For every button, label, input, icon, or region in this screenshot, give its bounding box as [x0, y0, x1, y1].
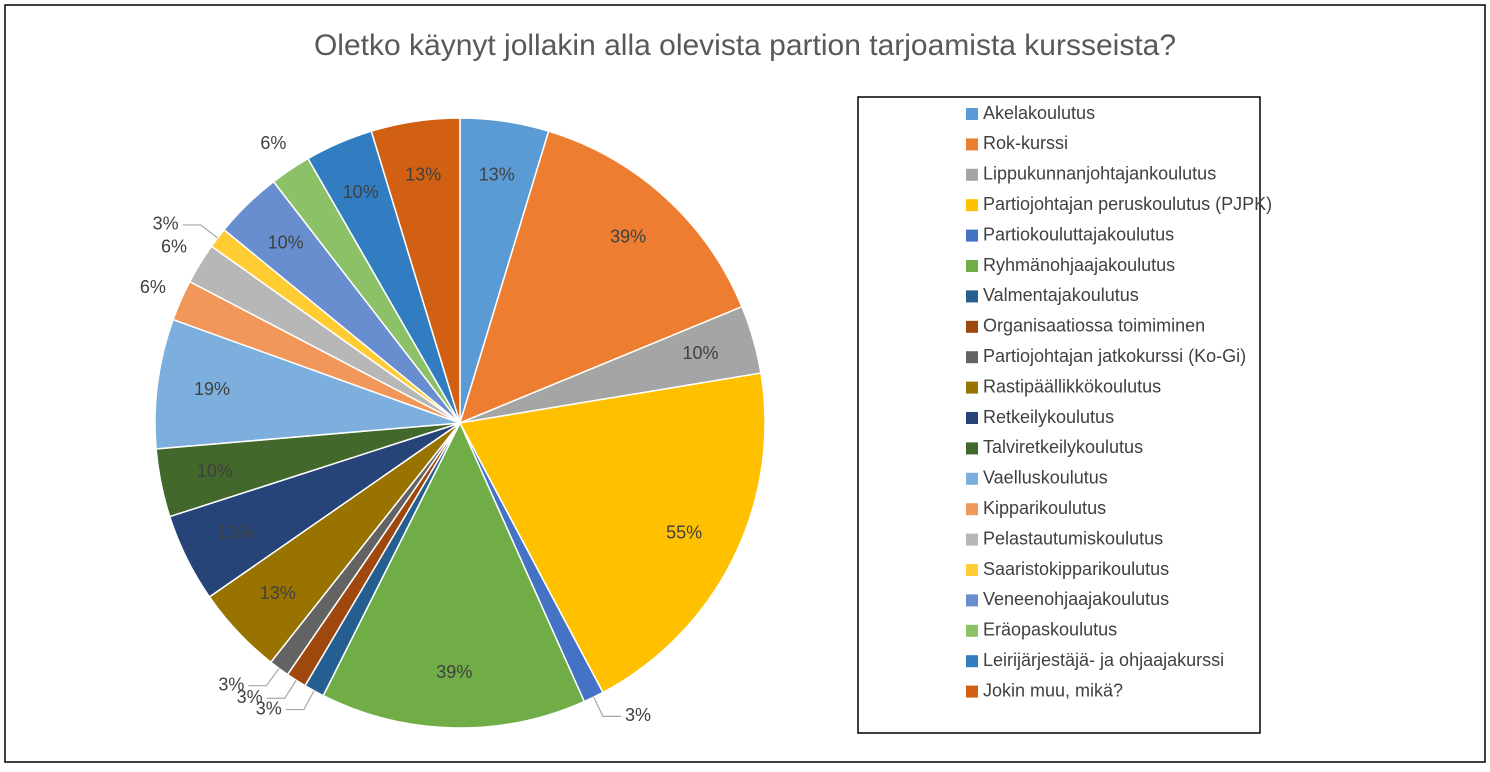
- legend-swatch: [966, 594, 978, 607]
- data-label: 3%: [237, 687, 263, 707]
- leader-line: [593, 696, 622, 717]
- legend-label: Partiokouluttajakoulutus: [983, 224, 1174, 244]
- legend-swatch: [966, 564, 978, 576]
- legend-label: Organisaatiossa toimiminen: [983, 316, 1205, 336]
- data-label: 10%: [343, 182, 379, 202]
- legend-swatch: [966, 290, 978, 303]
- data-label: 3%: [256, 698, 282, 718]
- legend-label: Jokin muu, mikä?: [983, 680, 1123, 700]
- pie-slice: [458, 130, 743, 425]
- legend-swatch: [966, 320, 978, 333]
- pie-slice: [154, 318, 461, 450]
- legend-label: Talviretkeilykoulutus: [983, 437, 1143, 457]
- data-label: 10%: [682, 343, 718, 363]
- data-label: 10%: [268, 232, 304, 252]
- leader-line: [266, 679, 297, 699]
- legend-label: Retkeilykoulutus: [983, 407, 1114, 427]
- pie-slice: [458, 372, 766, 694]
- legend-label: Valmentajakoulutus: [983, 285, 1139, 305]
- leader-line: [248, 668, 280, 687]
- leader-line: [285, 690, 315, 711]
- data-label: 6%: [260, 133, 286, 153]
- legend-swatch: [966, 412, 978, 424]
- legend-label: Partiojohtajan peruskoulutus (PJPK): [983, 194, 1272, 214]
- legend-swatch: [966, 472, 978, 485]
- legend-swatch: [966, 503, 978, 516]
- pie-slice: [322, 421, 586, 729]
- leader-line: [182, 224, 218, 239]
- legend-label: Veneenohjaajakoulutus: [983, 589, 1169, 609]
- legend-swatch: [966, 229, 978, 242]
- legend-label: Saaristokipparikoulutus: [983, 559, 1169, 579]
- legend-label: Kipparikoulutus: [983, 498, 1106, 518]
- data-label: 10%: [197, 461, 233, 481]
- legend-label: Leirijärjestäjä- ja ohjaajakurssi: [983, 650, 1224, 670]
- data-label: 39%: [610, 227, 646, 247]
- data-label: 13%: [218, 523, 254, 543]
- legend-swatch: [966, 108, 978, 120]
- data-label: 19%: [194, 379, 230, 399]
- legend-box: [857, 96, 1261, 734]
- legend-swatch: [966, 624, 978, 637]
- data-label: 55%: [666, 523, 702, 543]
- legend-label: Lippukunnanjohtajankoulutus: [983, 164, 1216, 184]
- legend-label: Rok-kurssi: [983, 133, 1068, 153]
- legend-swatch: [966, 138, 978, 151]
- legend-label: Ryhmänohjaajakoulutus: [983, 255, 1175, 275]
- legend-label: Rastipäällikkökoulutus: [983, 376, 1161, 396]
- legend-swatch: [966, 381, 978, 394]
- legend-label: Vaelluskoulutus: [983, 468, 1108, 488]
- pie-slice: [370, 117, 461, 424]
- data-label: 39%: [436, 662, 472, 682]
- data-label: 3%: [153, 214, 179, 234]
- data-label: 3%: [625, 705, 651, 725]
- data-label: 6%: [140, 277, 166, 297]
- legend-swatch: [966, 199, 978, 212]
- legend-swatch: [966, 533, 978, 546]
- data-label: 13%: [479, 164, 515, 184]
- legend-swatch: [966, 685, 978, 698]
- legend-label: Pelastautumiskoulutus: [983, 528, 1163, 548]
- data-label: 13%: [405, 164, 441, 184]
- data-label: 3%: [218, 674, 244, 694]
- legend-swatch: [966, 655, 978, 668]
- legend-swatch: [966, 442, 978, 455]
- legend-label: Akelakoulutus: [983, 103, 1095, 123]
- data-label: 13%: [260, 583, 296, 603]
- legend-swatch: [966, 168, 978, 181]
- data-label: 6%: [161, 236, 187, 256]
- legend-label: Eräopaskoulutus: [983, 620, 1117, 640]
- legend-swatch: [966, 260, 978, 272]
- legend-label: Partiojohtajan jatkokurssi (Ko-Gi): [983, 346, 1246, 366]
- chart-title: Oletko käynyt jollakin alla olevista par…: [314, 29, 1176, 62]
- legend-swatch: [966, 351, 978, 364]
